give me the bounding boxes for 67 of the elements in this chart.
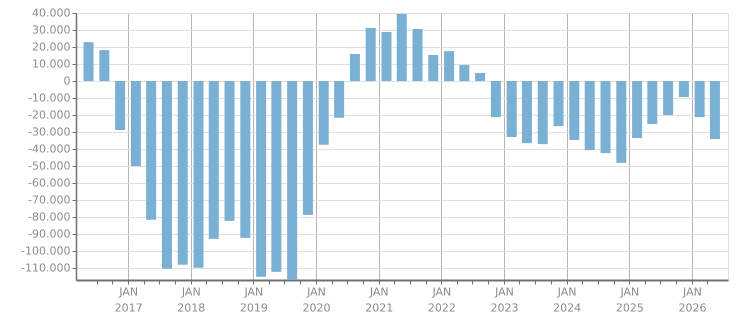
bar: [146, 81, 156, 220]
bar: [444, 51, 454, 82]
bar: [554, 81, 564, 126]
bar: [178, 81, 188, 265]
bar: [647, 81, 658, 124]
bar: [522, 81, 532, 144]
y-tick-label: 10.000: [32, 58, 70, 71]
bar: [663, 81, 674, 116]
x-tick-label: JAN 2017: [114, 286, 143, 313]
bar: [99, 50, 110, 82]
bar: [240, 81, 250, 238]
bar: [600, 81, 611, 154]
bar: [428, 55, 438, 82]
y-tick-label: -110.000: [21, 262, 70, 275]
bar: [459, 65, 470, 82]
bar: [506, 81, 517, 137]
bar: [490, 81, 501, 118]
x-tick-label: JAN 2023: [490, 286, 518, 313]
bar: [538, 81, 548, 144]
y-tick-label: -50.000: [28, 160, 70, 173]
bar: [694, 81, 705, 118]
bar: [193, 81, 204, 268]
bar: [287, 81, 298, 280]
x-tick-label: JAN 2022: [428, 286, 456, 313]
bar: [130, 81, 141, 166]
bar: [412, 28, 423, 82]
bar: [616, 81, 626, 163]
bar: [678, 81, 689, 98]
y-tick-label: 20.000: [32, 40, 70, 54]
y-tick-label: -100.000: [21, 244, 70, 258]
bar: [710, 81, 720, 140]
y-tick-label: -90.000: [28, 228, 70, 241]
y-tick-label: -60.000: [28, 176, 70, 190]
bar: [224, 81, 235, 221]
x-tick-label: JAN 2024: [553, 286, 582, 313]
y-tick-label: -30.000: [28, 126, 70, 139]
bar: [584, 81, 595, 150]
bar: [256, 81, 266, 277]
x-tick-label: JAN 2018: [177, 286, 206, 313]
y-tick-label: 0: [64, 74, 70, 88]
x-tick-label: JAN 2026: [678, 286, 706, 313]
y-tick-label: -80.000: [28, 210, 70, 224]
x-tick-label: JAN 2020: [302, 286, 330, 313]
bar: [115, 81, 126, 130]
y-tick-label: -10.000: [28, 92, 70, 105]
y-tick-label: 40.000: [32, 6, 70, 20]
bar: [350, 54, 360, 82]
bar: [366, 28, 376, 82]
bar: [334, 81, 344, 118]
y-tick-label: -40.000: [28, 142, 70, 156]
y-tick-label: 30.000: [32, 24, 70, 37]
x-tick-label: JAN 2025: [616, 286, 644, 313]
y-tick-label: -70.000: [28, 194, 70, 207]
bar: [84, 42, 94, 82]
bar: [208, 81, 219, 239]
bar: [162, 81, 172, 269]
x-tick-label: JAN 2019: [240, 286, 268, 313]
x-tick-label: JAN 2021: [365, 286, 394, 313]
bar: [381, 32, 392, 82]
bar: [632, 81, 642, 138]
bar: [569, 81, 580, 140]
bar: [475, 73, 486, 82]
bar: [302, 81, 313, 215]
bar: [318, 81, 329, 145]
y-tick-label: -20.000: [28, 108, 70, 122]
bar: [271, 81, 282, 272]
bar: [396, 14, 407, 82]
